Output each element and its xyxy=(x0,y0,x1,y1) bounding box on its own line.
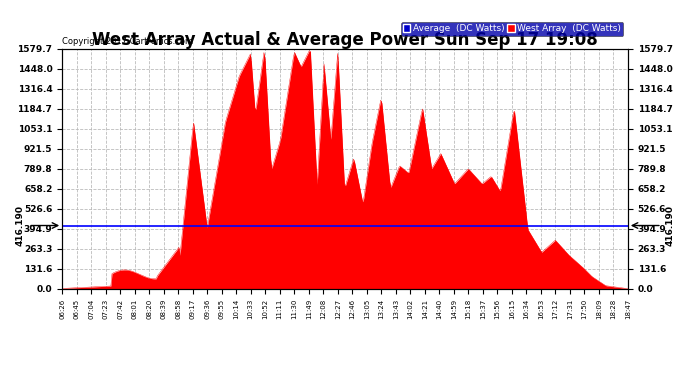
Text: 416.190: 416.190 xyxy=(666,205,675,246)
Title: West Array Actual & Average Power Sun Sep 17 19:08: West Array Actual & Average Power Sun Se… xyxy=(92,31,598,49)
Text: Copyright 2017 Cartronics.com: Copyright 2017 Cartronics.com xyxy=(62,38,193,46)
Text: 416.190: 416.190 xyxy=(15,205,24,246)
Legend: Average  (DC Watts), West Array  (DC Watts): Average (DC Watts), West Array (DC Watts… xyxy=(401,22,623,36)
